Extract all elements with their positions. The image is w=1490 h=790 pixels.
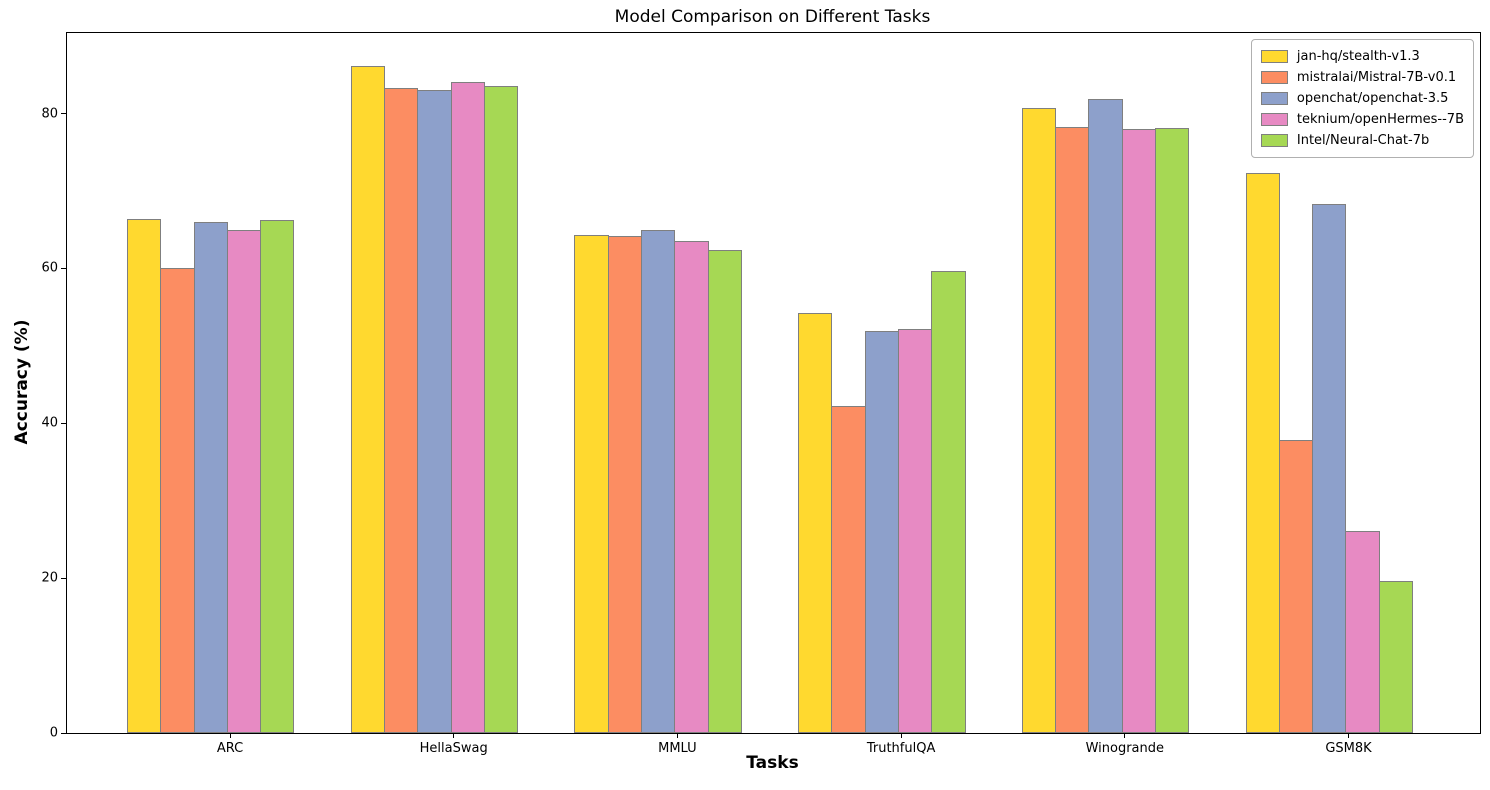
- x-axis-label: Tasks: [746, 753, 799, 773]
- x-tick-mark: [676, 733, 678, 738]
- bar-mmlu: [674, 240, 709, 733]
- y-tick-label: 80: [41, 106, 58, 122]
- bar-winogrande: [1121, 129, 1156, 733]
- legend-item: mistralai/Mistral-7B-v0.1: [1260, 69, 1464, 86]
- x-tick-mark: [229, 733, 231, 738]
- bar-mmlu: [574, 235, 609, 733]
- bar-arc: [160, 268, 195, 733]
- bar-gsm8k: [1245, 173, 1280, 733]
- bar-truthfulqa: [831, 406, 866, 733]
- bar-winogrande: [1088, 98, 1123, 733]
- bar-arc: [127, 218, 162, 733]
- legend-item: teknium/openHermes--7B: [1260, 111, 1464, 128]
- bar-arc: [193, 221, 228, 733]
- bar-arc: [226, 230, 262, 733]
- x-tick-label: ARC: [216, 741, 244, 756]
- y-tick-mark: [61, 732, 66, 734]
- x-tick-label: HellaSwag: [419, 741, 488, 756]
- legend-swatch: [1260, 92, 1288, 105]
- legend-label: mistralai/Mistral-7B-v0.1: [1296, 70, 1457, 85]
- y-tick-mark: [61, 113, 66, 115]
- bar-hellaswag: [383, 87, 419, 733]
- legend-item: openchat/openchat-3.5: [1260, 90, 1464, 107]
- x-tick-mark: [1124, 733, 1126, 738]
- legend-swatch: [1260, 71, 1288, 84]
- x-tick-mark: [900, 733, 902, 738]
- x-tick-label: GSM8K: [1325, 741, 1372, 756]
- y-tick-mark: [61, 267, 66, 269]
- legend-swatch: [1260, 113, 1288, 126]
- legend-label: openchat/openchat-3.5: [1296, 91, 1449, 106]
- bar-group-arc: [127, 33, 301, 733]
- legend-item: Intel/Neural-Chat-7b: [1260, 132, 1464, 149]
- bar-winogrande: [1055, 127, 1090, 733]
- bar-group-hellaswag: [350, 33, 525, 733]
- x-tick-label: Winogrande: [1085, 741, 1165, 756]
- plot-area: jan-hq/stealth-v1.3 mistralai/Mistral-7B-…: [41, 32, 1481, 756]
- bar-arc: [260, 220, 295, 733]
- bar-winogrande: [1021, 108, 1057, 733]
- bar-mmlu: [607, 235, 642, 733]
- chart-title: Model Comparison on Different Tasks: [614, 7, 931, 27]
- bar-hellaswag: [417, 90, 452, 733]
- bar-mmlu: [640, 229, 676, 733]
- legend-label: Intel/Neural-Chat-7b: [1296, 133, 1430, 148]
- legend: jan-hq/stealth-v1.3 mistralai/Mistral-7B-…: [1250, 39, 1474, 158]
- legend-label: teknium/openHermes--7B: [1296, 112, 1464, 127]
- y-tick-label: 0: [49, 725, 58, 741]
- legend-label: jan-hq/stealth-v1.3: [1296, 49, 1420, 64]
- bar-truthfulqa: [897, 328, 933, 733]
- x-tick-mark: [1348, 733, 1349, 738]
- bar-group-gsm8k: [1245, 33, 1420, 733]
- y-tick-mark: [61, 577, 66, 579]
- bar-truthfulqa: [931, 270, 966, 733]
- bar-gsm8k: [1378, 581, 1413, 733]
- bar-gsm8k: [1278, 440, 1314, 733]
- y-axis-label: Accuracy (%): [12, 319, 32, 445]
- bar-group-winogrande: [1021, 33, 1196, 733]
- bar-group-truthfulqa: [798, 33, 972, 733]
- y-tick-label: 60: [41, 260, 58, 276]
- x-tick-label: TruthfulQA: [866, 741, 936, 756]
- bar-group-mmlu: [574, 33, 748, 733]
- bar-gsm8k: [1312, 204, 1347, 733]
- bar-winogrande: [1154, 128, 1190, 733]
- bar-hellaswag: [483, 85, 519, 733]
- bar-truthfulqa: [864, 331, 899, 733]
- y-tick-label: 40: [41, 415, 58, 431]
- legend-swatch: [1260, 134, 1288, 147]
- x-tick-mark: [453, 733, 455, 738]
- y-tick-mark: [61, 422, 66, 424]
- legend-item: jan-hq/stealth-v1.3: [1260, 48, 1464, 65]
- bar-mmlu: [707, 249, 742, 733]
- bar-hellaswag: [450, 81, 485, 733]
- bar-gsm8k: [1345, 530, 1380, 733]
- x-tick-label: MMLU: [658, 741, 697, 756]
- bar-truthfulqa: [798, 313, 833, 733]
- legend-swatch: [1260, 50, 1288, 63]
- y-tick-label: 20: [41, 570, 58, 586]
- bar-hellaswag: [350, 66, 385, 733]
